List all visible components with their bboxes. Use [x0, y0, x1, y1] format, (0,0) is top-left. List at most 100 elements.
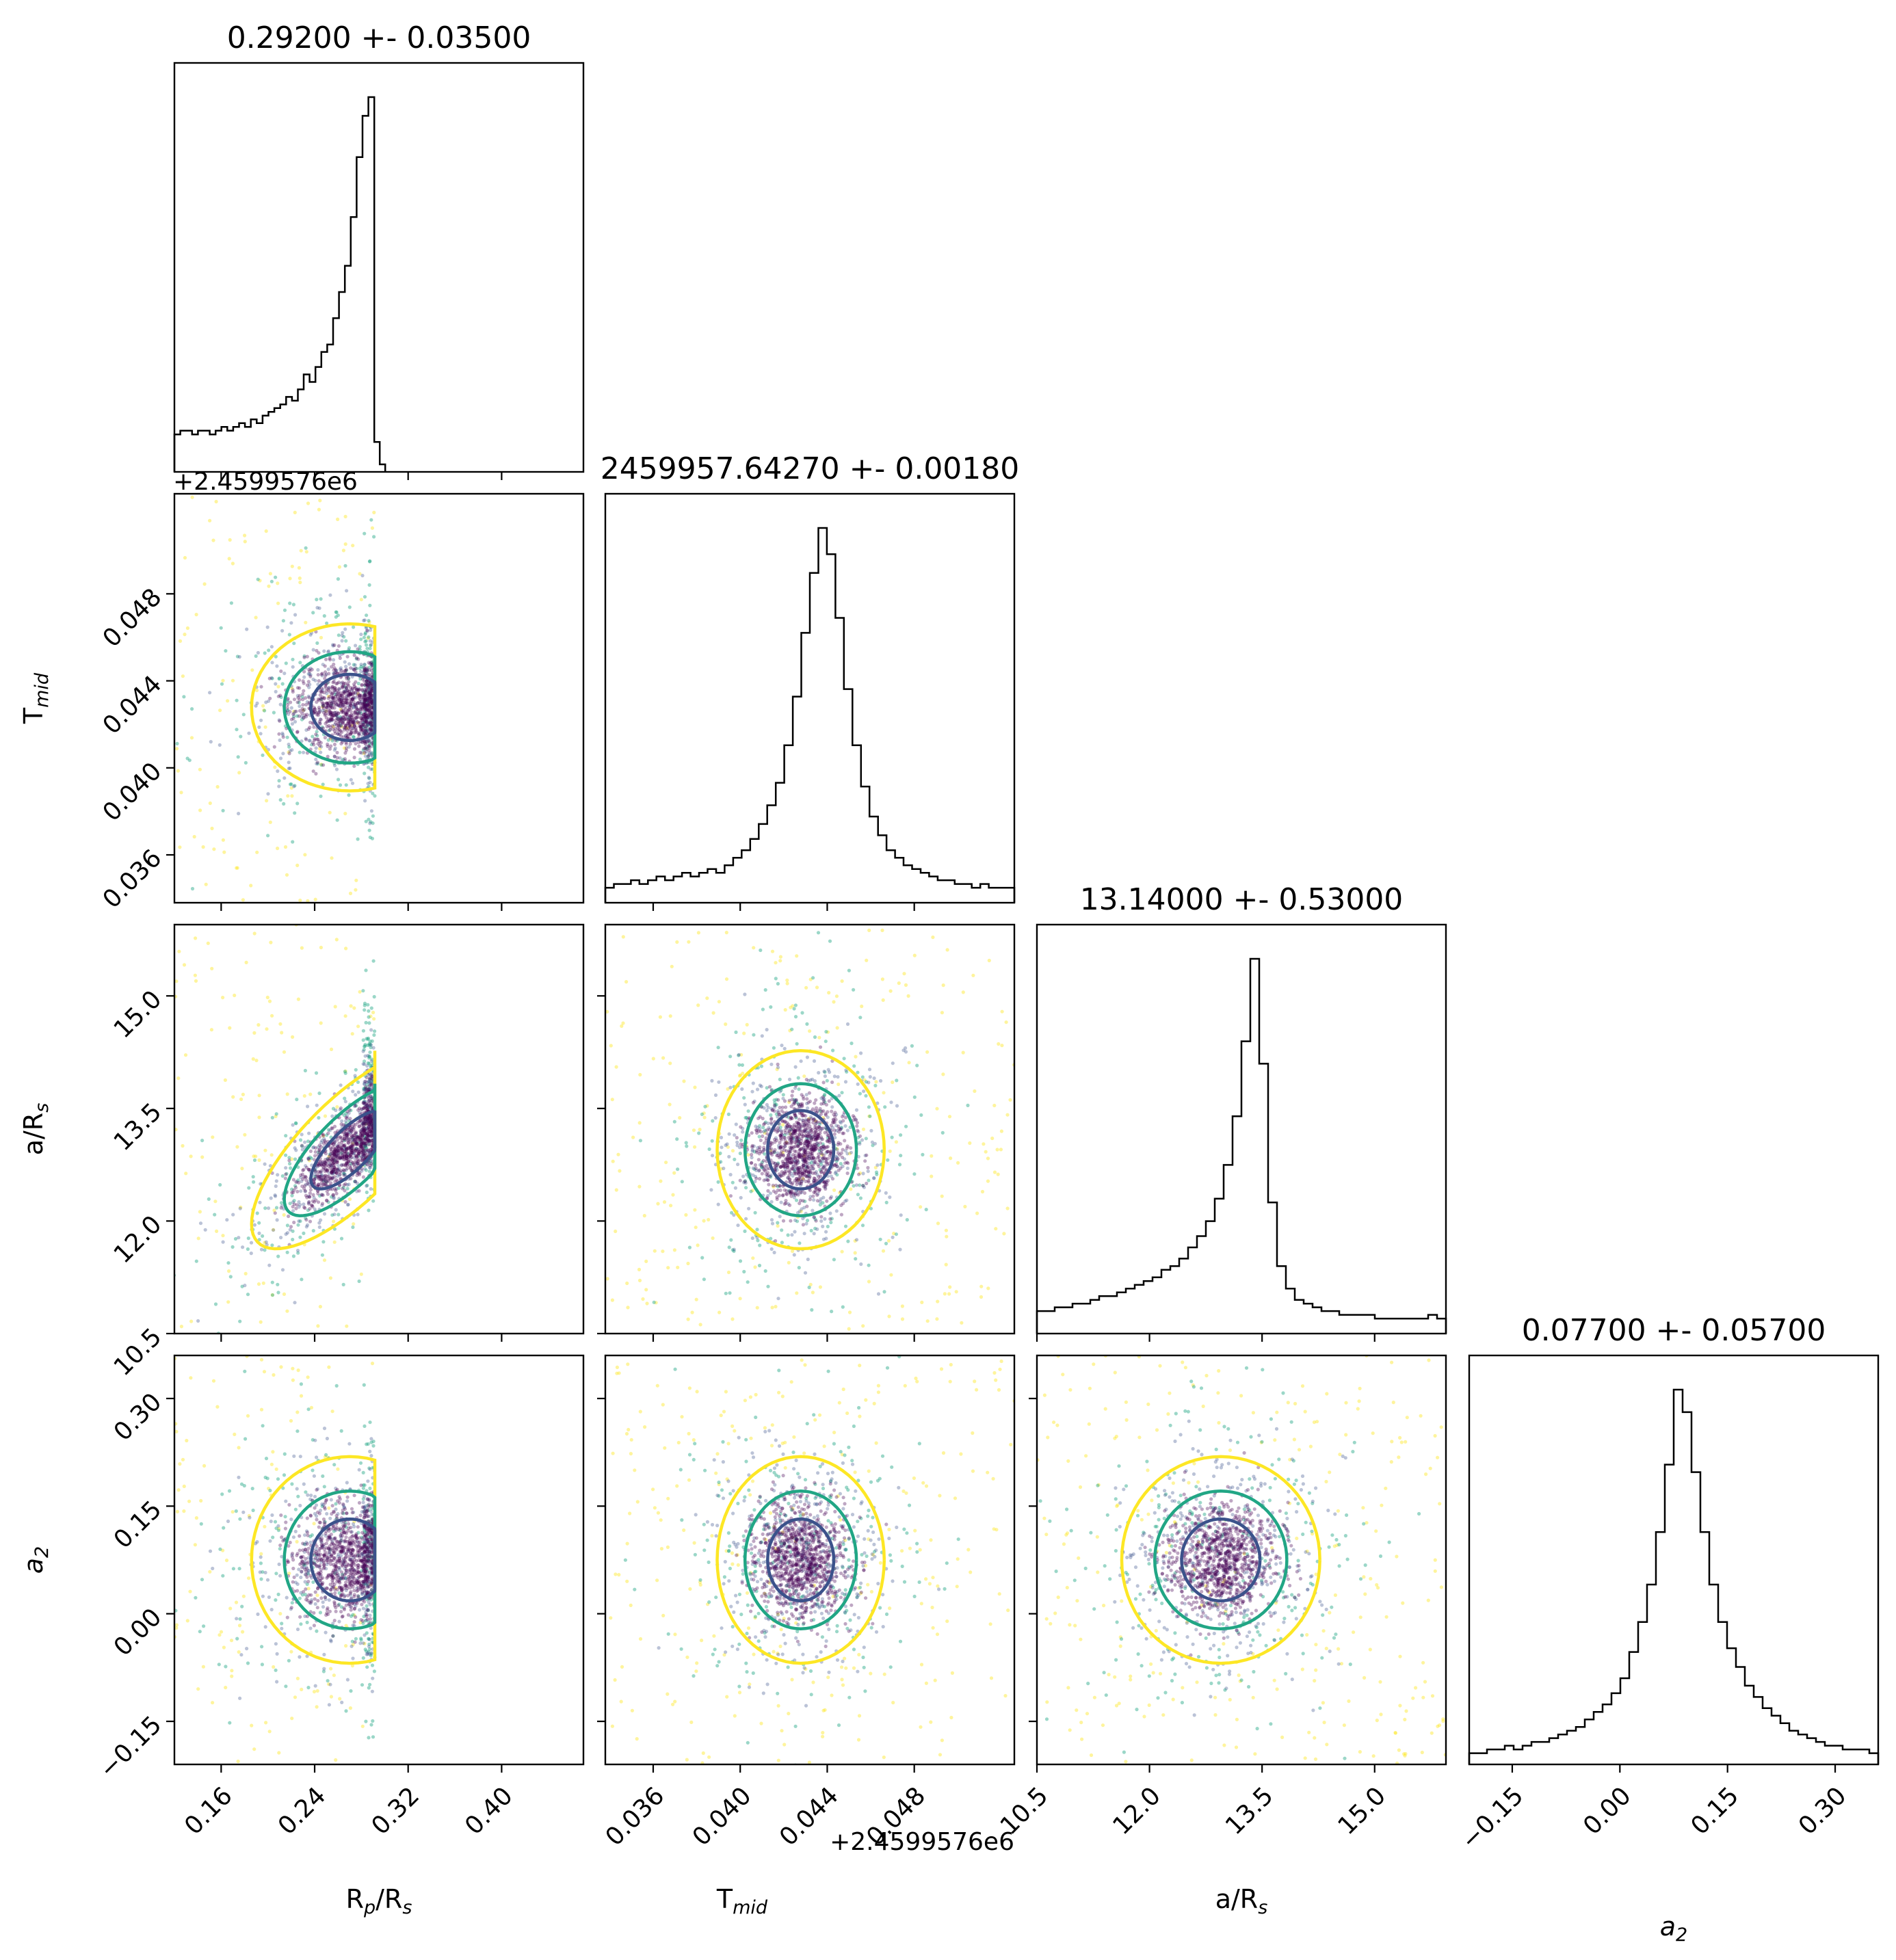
sample-point	[367, 776, 371, 780]
sample-point	[776, 1153, 780, 1157]
sample-point	[367, 1061, 371, 1065]
sample-point	[781, 1153, 785, 1157]
sample-point	[183, 633, 187, 637]
sample-point	[302, 670, 306, 674]
sample-point	[348, 714, 352, 718]
sample-point	[330, 1168, 334, 1172]
sample-point	[825, 1182, 829, 1187]
sample-point	[841, 1148, 845, 1152]
sample-point	[763, 1152, 767, 1156]
sample-point	[330, 1158, 334, 1162]
sample-point	[789, 1161, 793, 1165]
sample-point	[311, 1229, 315, 1233]
sample-point	[325, 701, 330, 705]
sample-point	[336, 613, 340, 618]
sample-point	[835, 1165, 840, 1169]
sample-point	[365, 729, 369, 734]
sample-point	[363, 1122, 368, 1126]
sample-point	[360, 717, 365, 721]
sample-point	[313, 1177, 317, 1181]
sample-point	[369, 1124, 374, 1128]
sample-point	[339, 1122, 343, 1126]
sample-point	[367, 1138, 371, 1143]
sample-point	[638, 1072, 642, 1077]
sample-point	[819, 1148, 824, 1152]
sample-point	[285, 1171, 289, 1176]
sample-point	[359, 725, 363, 729]
sample-point	[826, 1163, 830, 1167]
sample-point	[358, 731, 362, 735]
sample-point	[365, 1104, 369, 1108]
sample-point	[362, 1107, 367, 1111]
sample-point	[840, 1091, 844, 1095]
sample-point	[325, 691, 329, 696]
sample-point	[340, 1140, 344, 1144]
sample-point	[813, 1035, 817, 1039]
sample-point	[329, 1170, 333, 1174]
sample-point	[700, 1256, 705, 1260]
sample-point	[874, 1080, 878, 1084]
sample-point	[347, 1137, 352, 1141]
sample-point	[733, 1133, 737, 1137]
sample-point	[707, 1147, 711, 1151]
sample-point	[326, 1200, 330, 1204]
sample-point	[360, 687, 365, 691]
sample-point	[329, 1163, 333, 1167]
sample-point	[368, 682, 372, 686]
sample-point	[343, 685, 347, 689]
sample-point	[362, 1128, 367, 1133]
sample-point	[778, 1165, 782, 1169]
sample-point	[806, 1130, 811, 1135]
sample-point	[334, 713, 339, 717]
sample-point	[312, 1177, 317, 1181]
sample-point	[728, 1055, 733, 1059]
sample-point	[343, 757, 347, 761]
sample-point	[816, 1163, 820, 1167]
sample-point	[221, 678, 225, 683]
sample-point	[354, 741, 358, 745]
sample-point	[836, 1143, 840, 1147]
sample-point	[369, 1130, 373, 1135]
sample-point	[324, 1158, 328, 1162]
sample-point	[190, 495, 194, 499]
sample-point	[366, 683, 370, 687]
sample-point	[356, 701, 360, 705]
sample-point	[291, 1178, 295, 1182]
sample-point	[367, 1114, 371, 1118]
sample-point	[771, 1161, 776, 1165]
sample-point	[363, 704, 368, 708]
sample-point	[319, 794, 323, 798]
sample-point	[356, 1108, 360, 1112]
sample-point	[361, 670, 366, 674]
sample-point	[686, 1317, 690, 1321]
sample-point	[791, 1136, 795, 1140]
sample-point	[354, 704, 358, 708]
sample-point	[724, 931, 728, 935]
sample-point	[943, 1292, 947, 1296]
sample-point	[364, 1141, 368, 1145]
sample-point	[254, 704, 258, 708]
sample-point	[685, 1144, 689, 1148]
sample-point	[285, 700, 289, 704]
sample-point	[318, 709, 322, 713]
sample-point	[350, 1126, 354, 1130]
sample-point	[344, 742, 348, 746]
sample-point	[339, 716, 343, 720]
sample-point	[294, 1206, 298, 1210]
sample-point	[321, 704, 325, 709]
sample-point	[349, 1109, 353, 1113]
sample-point	[349, 718, 353, 722]
sample-point	[882, 1091, 886, 1095]
sample-point	[363, 713, 367, 717]
sample-point	[324, 1177, 328, 1181]
sample-point	[367, 1105, 371, 1109]
sample-point	[804, 1114, 808, 1118]
sample-point	[359, 1141, 364, 1145]
sample-point	[338, 1135, 343, 1139]
sample-point	[739, 1138, 743, 1142]
sample-point	[369, 1117, 373, 1121]
sample-point	[356, 1158, 360, 1163]
sample-point	[711, 1119, 715, 1123]
sample-point	[687, 1245, 692, 1249]
